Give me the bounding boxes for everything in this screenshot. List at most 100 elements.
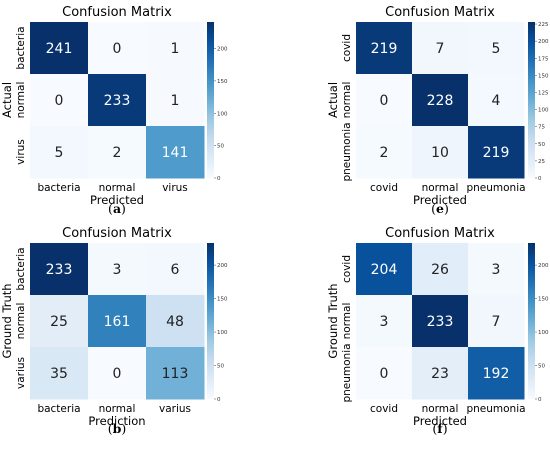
heatmap-cell	[146, 74, 205, 127]
cell-value-label: 233	[104, 93, 131, 109]
x-tick-label: normal	[99, 403, 136, 415]
y-axis-label: Actual	[326, 82, 340, 118]
heatmap-cell	[88, 243, 147, 296]
panel-label: (f)	[432, 421, 447, 436]
cell-value-label: 48	[166, 314, 184, 330]
x-tick-label: varius	[159, 403, 191, 415]
cell-value-label: 241	[46, 41, 73, 57]
colorbar-tick-label: 0	[538, 176, 542, 182]
cell-value-label: 5	[492, 41, 501, 57]
heatmap-cell	[30, 295, 89, 348]
y-tick-label: covid	[341, 34, 353, 62]
heatmap-cell	[412, 347, 469, 400]
cell-value-label: 5	[55, 145, 64, 161]
heatmap-cell	[412, 22, 469, 75]
colorbar-tick-label: 125	[538, 90, 549, 96]
heatmap-cell	[88, 295, 147, 348]
panel-label: (a)	[108, 201, 126, 216]
cell-value-label: 4	[492, 93, 501, 109]
cell-value-label: 7	[492, 314, 501, 330]
cell-value-label: 25	[50, 314, 68, 330]
cell-value-label: 6	[171, 262, 180, 278]
heatmap-cell	[146, 126, 205, 179]
x-tick-label: bacteria	[37, 182, 80, 194]
heatmap-panel-f: Confusion Matrix 204 26 3 3 233 7 0 23 192 covid no…	[326, 226, 549, 436]
heatmap-cell	[356, 126, 413, 179]
y-tick-label: bacteria	[15, 247, 27, 290]
colorbar-tick-label: 50	[538, 142, 545, 148]
cell-value-label: 192	[483, 366, 510, 382]
heatmap-cell	[146, 347, 205, 400]
y-tick-label: pneumonia	[341, 122, 353, 181]
heatmap-cell	[468, 22, 525, 75]
colorbar-tick-label: 0	[217, 176, 221, 182]
heatmap-cell	[88, 126, 147, 179]
y-axis-label: Ground Truth	[326, 283, 340, 358]
cell-value-label: 233	[427, 314, 454, 330]
x-axis-label: Predicted	[413, 414, 467, 428]
x-tick-label: bacteria	[37, 403, 80, 415]
heatmap-cell	[88, 74, 147, 127]
heatmap-cell	[146, 243, 205, 296]
cell-value-label: 1	[171, 93, 180, 109]
heatmap-cell	[468, 126, 525, 179]
y-tick-label: normal	[15, 303, 27, 340]
x-tick-label: covid	[370, 403, 398, 415]
cell-value-label: 0	[55, 93, 64, 109]
colorbar-tick-label: 200	[538, 39, 549, 45]
cell-value-label: 113	[162, 366, 189, 382]
y-tick-label: bacteria	[15, 26, 27, 69]
x-axis-label: Predicted	[90, 193, 144, 207]
heatmap-cell	[356, 295, 413, 348]
panel-label: (e)	[431, 201, 449, 216]
cell-value-label: 35	[50, 366, 68, 382]
colorbar	[528, 22, 535, 178]
y-tick-label: pneumonia	[341, 343, 353, 402]
chart-title: Confusion Matrix	[62, 226, 172, 241]
cell-value-label: 228	[427, 93, 454, 109]
colorbar-tick-label: 150	[217, 79, 228, 85]
y-axis-label: Actual	[0, 82, 14, 118]
cell-value-label: 141	[162, 145, 189, 161]
chart-title: Confusion Matrix	[385, 226, 495, 241]
x-tick-label: normal	[99, 182, 136, 194]
x-tick-label: pneumonia	[466, 403, 525, 415]
chart-title: Confusion Matrix	[385, 5, 495, 20]
heatmap-cell	[356, 243, 413, 296]
cell-value-label: 219	[371, 41, 398, 57]
colorbar-tick-label: 100	[538, 330, 549, 336]
x-tick-label: pneumonia	[466, 182, 525, 194]
heatmap-cell	[468, 295, 525, 348]
colorbar-tick-label: 200	[538, 263, 549, 269]
cell-value-label: 3	[113, 262, 122, 278]
cell-value-label: 0	[380, 366, 389, 382]
cell-value-label: 3	[380, 314, 389, 330]
x-tick-label: normal	[422, 182, 459, 194]
cell-value-label: 2	[380, 145, 389, 161]
colorbar-tick-label: 75	[538, 125, 545, 131]
heatmap-cell	[468, 74, 525, 127]
cell-value-label: 10	[431, 145, 449, 161]
x-tick-label: normal	[422, 403, 459, 415]
heatmap-cell	[30, 126, 89, 179]
cell-value-label: 0	[113, 366, 122, 382]
heatmap-cell	[88, 22, 147, 75]
cell-value-label: 161	[104, 314, 131, 330]
colorbar-tick-label: 0	[217, 397, 221, 403]
cell-value-label: 2	[113, 145, 122, 161]
heatmap-panel-b: Confusion Matrix 233 3 6 25 161 48 35 0 113 bacter…	[0, 226, 228, 436]
heatmap-cell	[30, 22, 89, 75]
colorbar-tick-label: 50	[538, 364, 545, 370]
heatmap-cell	[146, 22, 205, 75]
x-axis-label: Prediction	[88, 414, 145, 428]
colorbar-tick-label: 175	[538, 56, 549, 62]
colorbar-tick-label: 150	[538, 73, 549, 79]
heatmap-cell	[356, 347, 413, 400]
colorbar-tick-label: 200	[217, 263, 228, 269]
heatmap-cell	[146, 295, 205, 348]
colorbar-tick-label: 100	[538, 108, 549, 114]
heatmap-cell	[356, 74, 413, 127]
heatmap-cell	[412, 243, 469, 296]
cell-value-label: 7	[436, 41, 445, 57]
